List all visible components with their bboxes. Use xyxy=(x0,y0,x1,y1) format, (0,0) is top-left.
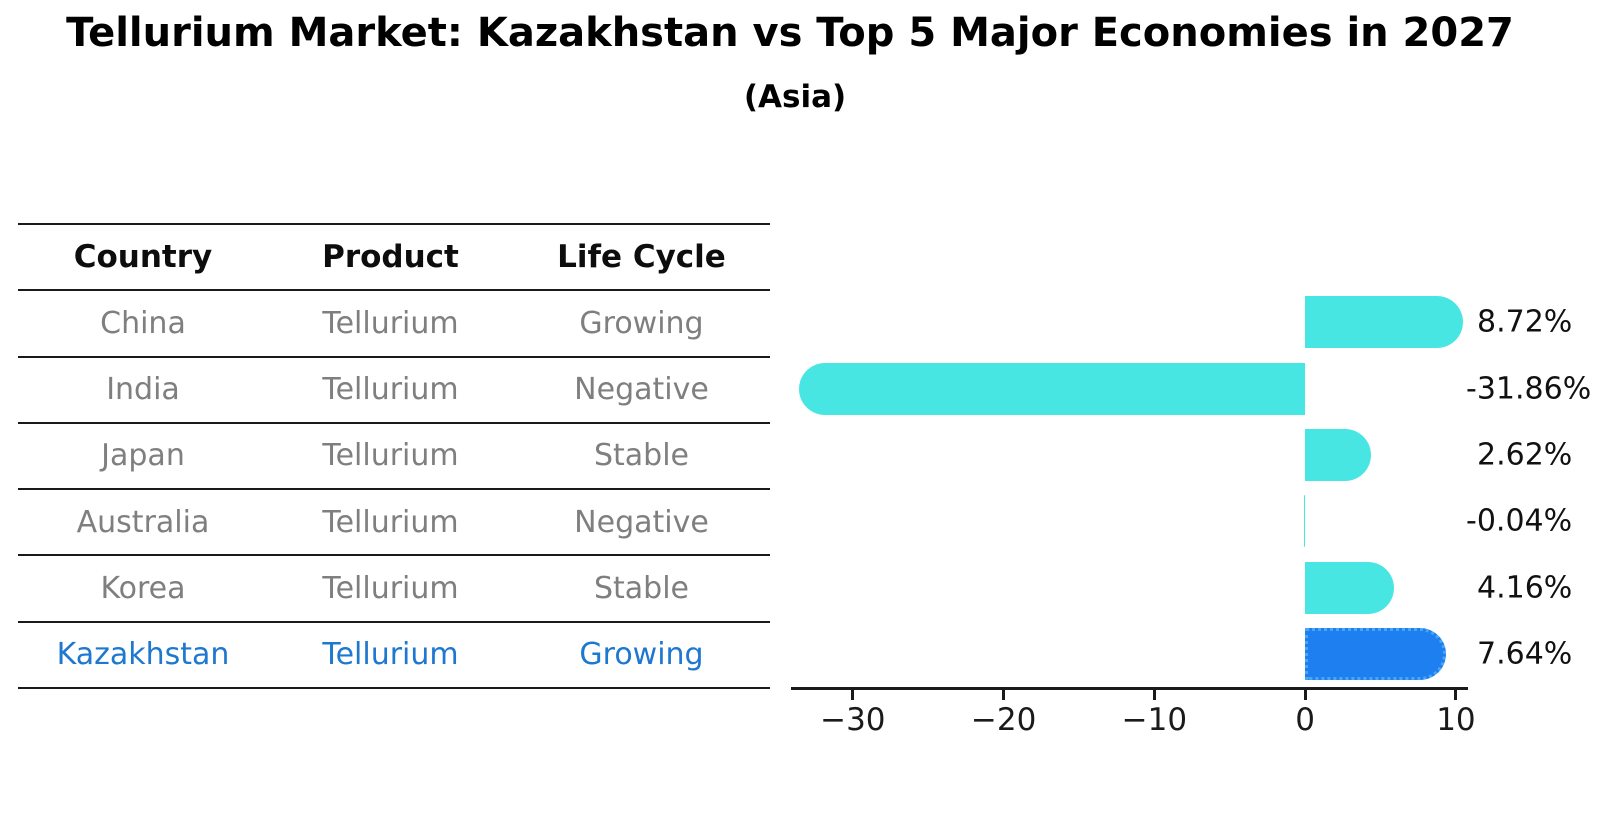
column-header-lifecycle: Life Cycle xyxy=(557,239,726,276)
value-label-australia: -0.04% xyxy=(1466,503,1573,539)
chart-title: Tellurium Market: Kazakhstan vs Top 5 Ma… xyxy=(66,10,1514,56)
cell-product: Tellurium xyxy=(322,305,459,341)
cell-country: Kazakhstan xyxy=(56,637,230,673)
bar-korea xyxy=(1305,561,1394,614)
x-tick-mark xyxy=(1303,690,1307,700)
table-row-japan: Japan Tellurium Stable xyxy=(18,421,770,488)
column-header-product: Product xyxy=(322,239,459,276)
bar-china xyxy=(1305,296,1463,349)
value-label-india: -31.86% xyxy=(1466,371,1592,407)
bar-japan xyxy=(1305,429,1371,481)
table-header-row: Country Product Life Cycle xyxy=(18,223,770,289)
bar-australia xyxy=(1303,495,1306,548)
cell-life-cycle: Growing xyxy=(579,305,704,341)
table-row-india: India Tellurium Negative xyxy=(18,355,770,422)
x-axis-line xyxy=(791,687,1468,690)
value-label-kazakhstan: 7.64% xyxy=(1477,636,1573,672)
cell-product: Tellurium xyxy=(322,438,459,474)
x-tick-label: −20 xyxy=(970,702,1037,738)
cell-life-cycle: Stable xyxy=(593,438,690,474)
cell-country: Korea xyxy=(100,571,186,607)
bar-chart-plot-area: −30 −20 −10 0 10 xyxy=(791,223,1476,738)
value-label-korea: 4.16% xyxy=(1477,570,1573,606)
value-label-japan: 2.62% xyxy=(1477,437,1573,473)
x-tick-mark xyxy=(1152,690,1156,700)
cell-product: Tellurium xyxy=(322,372,459,408)
data-table: Country Product Life Cycle China Telluriu… xyxy=(18,223,770,689)
x-tick-label: −10 xyxy=(1121,702,1188,738)
cell-life-cycle: Negative xyxy=(574,504,709,540)
x-tick-mark xyxy=(1002,690,1006,700)
cell-product: Tellurium xyxy=(322,571,459,607)
cell-life-cycle: Stable xyxy=(593,571,690,607)
cell-life-cycle: Growing xyxy=(579,637,704,673)
cell-country: China xyxy=(100,305,186,341)
x-tick-mark xyxy=(851,690,855,700)
chart-subtitle: (Asia) xyxy=(743,79,847,115)
bar-kazakhstan xyxy=(1305,627,1447,680)
table-row-china: China Tellurium Growing xyxy=(18,289,770,355)
value-label-china: 8.72% xyxy=(1477,304,1573,340)
cell-country: Japan xyxy=(101,438,185,474)
cell-life-cycle: Negative xyxy=(574,372,709,408)
column-header-country: Country xyxy=(73,239,213,276)
cell-country: India xyxy=(106,372,180,408)
table-row-australia: Australia Tellurium Negative xyxy=(18,488,770,554)
cell-product: Tellurium xyxy=(322,504,459,540)
cell-country: Australia xyxy=(76,504,210,540)
cell-product: Tellurium xyxy=(322,637,459,673)
x-tick-label: −30 xyxy=(820,702,886,738)
x-tick-label: 10 xyxy=(1436,702,1476,738)
x-tick-mark xyxy=(1454,690,1458,700)
table-row-kazakhstan: Kazakhstan Tellurium Growing xyxy=(18,620,770,687)
table-row-korea: Korea Tellurium Stable xyxy=(18,554,770,620)
bar-india xyxy=(798,362,1306,415)
x-tick-label: 0 xyxy=(1295,702,1316,738)
